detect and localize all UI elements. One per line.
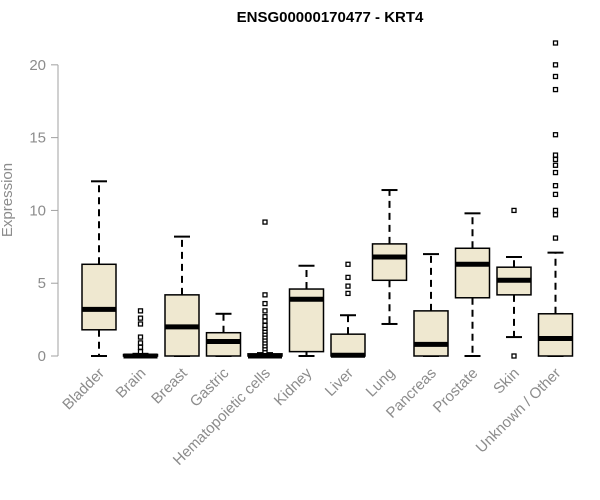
outlier-point (262, 300, 268, 307)
outlier-point (262, 318, 268, 324)
iqr-box (330, 333, 366, 357)
iqr-box (81, 263, 117, 331)
outlier-point (552, 156, 559, 163)
outlier-point (552, 162, 559, 168)
iqr-box (205, 331, 242, 357)
iqr-box (454, 247, 491, 299)
y-tick-label: 15 (29, 130, 46, 147)
box-liver (330, 261, 366, 358)
outlier-point (552, 235, 559, 241)
chart-title: ENSG00000170477 - KRT4 (237, 9, 424, 26)
x-tick-label: Skin (490, 365, 523, 398)
outlier-point (345, 261, 351, 267)
box-skin (496, 207, 532, 359)
box-breast (164, 235, 200, 357)
y-tick-label: 0 (38, 348, 46, 365)
y-ticks: 0 5 10 15 20 (29, 57, 58, 365)
y-tick-label: 5 (38, 275, 46, 292)
x-tick-label: Kidney (271, 364, 316, 409)
outlier-point (511, 207, 517, 214)
outlier-point (345, 274, 351, 281)
outlier-point (137, 308, 144, 314)
outlier-point (552, 191, 559, 198)
x-tick-label: Brain (113, 365, 150, 402)
box-kidney (288, 264, 325, 357)
outlier-point (552, 132, 559, 138)
outlier-point (552, 86, 559, 93)
iqr-box (413, 310, 449, 357)
outlier-point (137, 315, 144, 321)
outlier-point (262, 219, 268, 225)
outlier-point (552, 169, 559, 176)
outlier-point (552, 183, 559, 189)
outlier-point (552, 62, 559, 68)
box-gastric (205, 312, 242, 357)
box-bladder (81, 180, 117, 357)
outlier-point (137, 321, 144, 327)
outlier-point (345, 290, 351, 297)
outlier-point (552, 152, 559, 158)
box-brain (122, 308, 159, 359)
outlier-point (137, 344, 144, 350)
outlier-point (262, 314, 268, 320)
outlier-point (137, 340, 144, 346)
x-tick-label: Bladder (59, 365, 108, 414)
outlier-point (262, 322, 268, 329)
box-pancreas (413, 253, 449, 357)
box-unknown-other (537, 40, 574, 357)
outlier-point (262, 292, 268, 298)
outlier-point (137, 348, 144, 355)
x-tick-label: Lung (363, 365, 399, 401)
iqr-box (371, 243, 408, 282)
x-tick-label: Liver (322, 365, 357, 400)
outlier-point (552, 40, 559, 46)
outlier-point (345, 283, 351, 289)
box-prostate (454, 212, 491, 357)
outlier-point (552, 73, 559, 80)
outlier-point (137, 334, 144, 340)
outlier-point (511, 353, 517, 359)
box-hematopoietic-cells (247, 219, 283, 359)
x-tick-label: Prostate (430, 365, 482, 417)
boxes (81, 40, 574, 359)
y-tick-label: 20 (29, 57, 46, 74)
y-axis-label: Expression (0, 163, 16, 237)
outlier-point (552, 212, 559, 218)
box-lung (371, 189, 408, 325)
x-tick-label: Breast (148, 364, 191, 407)
y-tick-label: 10 (29, 202, 46, 219)
iqr-box (537, 313, 574, 357)
outlier-point (262, 308, 268, 314)
outlier-point (552, 207, 559, 214)
